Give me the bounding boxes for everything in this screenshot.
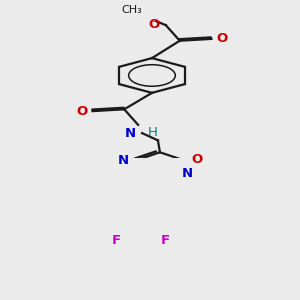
Text: F: F [112,234,121,247]
Text: N: N [117,154,128,167]
Text: O: O [216,32,228,45]
Text: F: F [161,234,170,247]
Text: CH₃: CH₃ [121,5,142,15]
Text: N: N [125,127,136,140]
Text: H: H [148,126,158,139]
Text: N: N [182,167,193,180]
Text: O: O [191,153,203,166]
Text: O: O [149,18,160,31]
Text: O: O [76,105,88,118]
